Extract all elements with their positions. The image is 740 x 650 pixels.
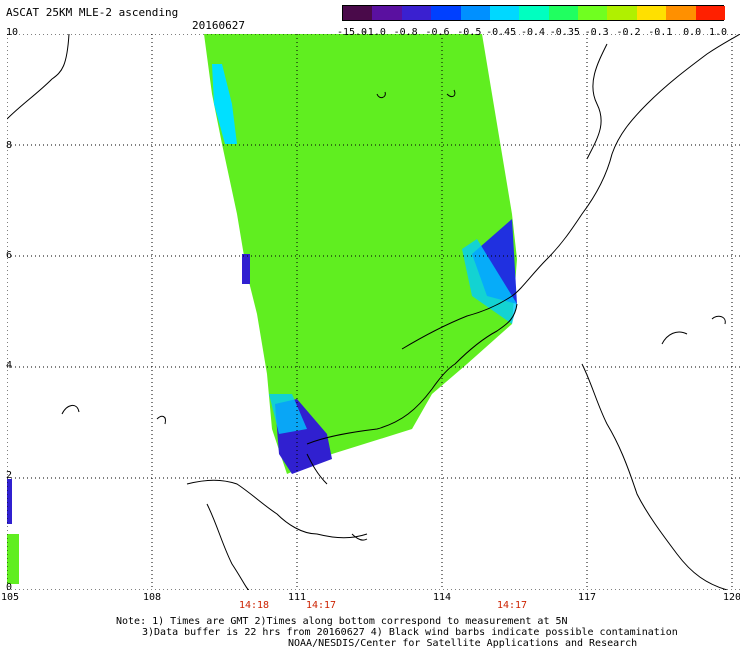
colorbar-segment (401, 6, 432, 20)
note-line-1: Note: 1) Times are GMT 2)Times along bot… (116, 616, 568, 627)
coastline (7, 34, 740, 590)
map-date: 20160627 (192, 19, 245, 32)
swath-west-notch (242, 254, 250, 284)
swath-south-cyan (269, 394, 307, 434)
edge-strip-green (7, 534, 19, 584)
colorbar-segment (460, 6, 491, 20)
map-plot (7, 34, 740, 590)
colorbar-label: -0.4 (520, 27, 546, 38)
colorbar-label: -0.8 (393, 27, 418, 38)
latitude-label: 0 (6, 582, 13, 593)
colorbar-segment (519, 6, 550, 20)
colorbar-segment (607, 6, 638, 20)
latitude-label: 10 (6, 27, 19, 38)
colorbar-segment (431, 6, 462, 20)
lat-lon-grid (7, 34, 740, 590)
longitude-label: 111 (287, 592, 307, 603)
colorbar-segment (372, 6, 403, 20)
colorbar-segment (666, 6, 697, 20)
longitude-label: 114 (432, 592, 452, 603)
colorbar-segment (695, 6, 726, 20)
time-label: 14:18 (238, 600, 270, 611)
time-label: 14:17 (305, 600, 337, 611)
colorbar-segment (343, 6, 373, 20)
colorbar-label: -0.3 (584, 27, 609, 38)
note-line-3: NOAA/NESDIS/Center for Satellite Applica… (288, 638, 638, 649)
note-line-2: 3)Data buffer is 22 hrs from 20160627 4)… (142, 627, 678, 638)
swath-main (204, 34, 517, 474)
swath-east-cyan (462, 239, 517, 324)
swath-west-edge (212, 64, 237, 144)
colorbar (342, 5, 726, 21)
latitude-label: 6 (6, 250, 13, 261)
colorbar-label: -1.0 (361, 27, 386, 38)
longitude-label: 108 (142, 592, 162, 603)
longitude-label: 117 (577, 592, 597, 603)
colorbar-label: -0.6 (425, 27, 450, 38)
longitude-label: 105 (0, 592, 20, 603)
colorbar-label: -0.35 (549, 27, 580, 38)
colorbar-label: 1.0 (708, 27, 728, 38)
longitude-label: 120 (722, 592, 740, 603)
satellite-swath (7, 34, 517, 584)
latitude-label: 8 (6, 140, 13, 151)
time-label: 14:17 (496, 600, 528, 611)
colorbar-segment (578, 6, 608, 20)
colorbar-label: -0.45 (486, 27, 517, 38)
colorbar-label: -0.2 (616, 27, 641, 38)
colorbar-label: -0.5 (457, 27, 482, 38)
colorbar-label: -15.0 (336, 27, 368, 38)
map-title: ASCAT 25KM MLE-2 ascending (6, 6, 179, 19)
colorbar-segment (636, 6, 667, 20)
edge-strip-blue (7, 479, 12, 524)
latitude-label: 2 (6, 470, 13, 481)
colorbar-label: -0.1 (648, 27, 673, 38)
colorbar-segment (489, 6, 520, 20)
colorbar-segment (548, 6, 579, 20)
latitude-label: 4 (6, 360, 13, 371)
colorbar-label: 0.0 (683, 27, 702, 38)
